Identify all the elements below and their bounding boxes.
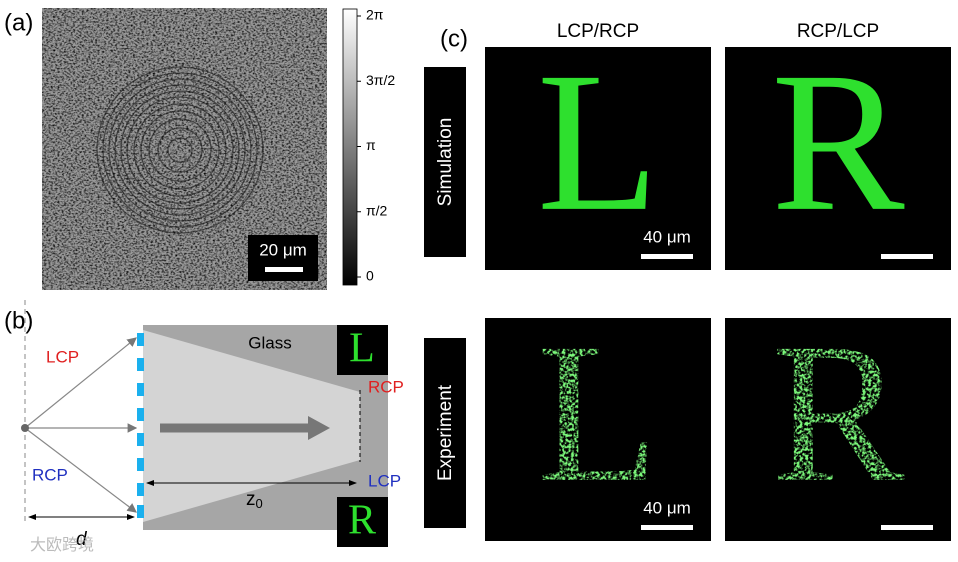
phase-map: 20 μm <box>42 8 327 290</box>
row-label-box <box>424 338 466 528</box>
scale-bar <box>881 254 933 259</box>
panel-label: (b) <box>4 307 33 334</box>
scale-bar <box>641 254 693 259</box>
scale-bar-label: 40 μm <box>643 227 691 246</box>
image-panel <box>485 47 711 270</box>
scale-bar-label: 20 μm <box>259 240 307 259</box>
input-label: RCP <box>32 465 68 484</box>
output-label: LCP <box>368 471 401 490</box>
scale-bar <box>641 525 693 530</box>
output-label: RCP <box>368 377 404 396</box>
column-header: RCP/LCP <box>797 21 879 42</box>
colorbar-tick-label: π/2 <box>366 202 388 218</box>
colorbar <box>342 8 358 286</box>
colorbar-tick-label: 3π/2 <box>366 72 395 88</box>
glass-label: Glass <box>248 333 291 352</box>
colorbar-tick-label: π <box>366 137 376 153</box>
distance-label: d <box>76 529 88 550</box>
colorbar-tick-label: 0 <box>366 268 374 284</box>
distance-z-sub: 0 <box>256 496 263 511</box>
focus-letter: L <box>349 326 375 372</box>
distance-z: z <box>246 489 256 510</box>
colorbar-tick-label: 2π <box>366 7 384 23</box>
row-label-box <box>424 67 466 257</box>
image-panel <box>725 47 951 270</box>
distance-label: z0 <box>246 489 263 511</box>
schematic <box>21 300 388 547</box>
letter-image: R <box>771 32 905 253</box>
scale-bar-label: 40 μm <box>643 498 691 517</box>
row-label: Experiment <box>435 384 456 481</box>
image-panel <box>485 318 711 541</box>
focus-letter: R <box>348 498 376 544</box>
panel-label: (c) <box>440 25 468 52</box>
watermark: 大欧跨境 <box>30 535 94 554</box>
letter-image: L <box>537 32 659 253</box>
input-label: LCP <box>46 347 79 366</box>
letter-image: R <box>771 303 905 524</box>
panel-label: (a) <box>4 9 33 36</box>
column-header: LCP/RCP <box>557 21 639 42</box>
scale-bar <box>881 525 933 530</box>
row-label: Simulation <box>435 118 456 207</box>
letter-image: L <box>537 303 659 524</box>
image-panel <box>725 318 951 541</box>
